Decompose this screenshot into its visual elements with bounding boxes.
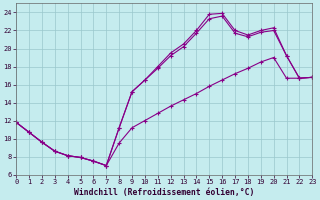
X-axis label: Windchill (Refroidissement éolien,°C): Windchill (Refroidissement éolien,°C)	[74, 188, 254, 197]
